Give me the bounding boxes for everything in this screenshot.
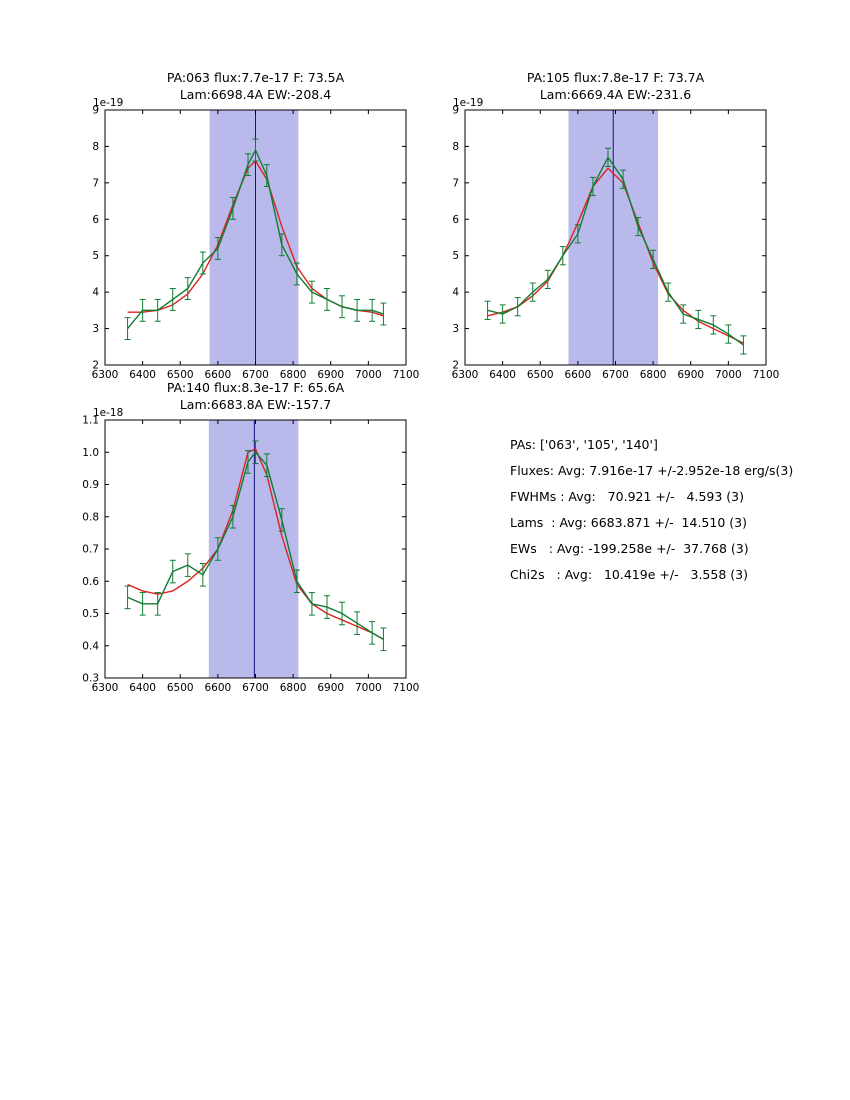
svg-text:7000: 7000 xyxy=(355,682,382,694)
stats-line-pas: PAs: ['063', '105', '140'] xyxy=(510,437,658,452)
y-axis-offset-label: 1e-19 xyxy=(93,97,123,109)
svg-text:0.6: 0.6 xyxy=(82,576,99,588)
svg-text:9: 9 xyxy=(452,105,459,117)
y-axis-offset-label: 1e-18 xyxy=(93,407,123,419)
highlight-band-group xyxy=(568,110,659,365)
svg-text:0.5: 0.5 xyxy=(82,608,99,620)
svg-text:0.9: 0.9 xyxy=(82,479,99,491)
svg-text:7100: 7100 xyxy=(393,369,420,381)
axes-group: 6300 6400 6500 6600 6700 6800 6900 7000 7100 0.3 0… xyxy=(82,407,419,694)
svg-text:5: 5 xyxy=(92,250,99,262)
svg-text:7: 7 xyxy=(452,177,459,189)
svg-text:6500: 6500 xyxy=(527,369,554,381)
svg-text:6: 6 xyxy=(452,214,459,226)
series-spectrum-data xyxy=(124,440,387,652)
svg-text:6400: 6400 xyxy=(489,369,516,381)
series-spectrum-data xyxy=(124,138,387,340)
series-spectrum-data xyxy=(484,147,747,355)
svg-text:6700: 6700 xyxy=(602,369,629,381)
svg-text:7100: 7100 xyxy=(753,369,780,381)
svg-text:4: 4 xyxy=(452,287,459,299)
svg-text:7100: 7100 xyxy=(393,682,420,694)
svg-text:6500: 6500 xyxy=(167,369,194,381)
svg-text:6700: 6700 xyxy=(242,369,269,381)
chart-canvas-pa140: 6300 6400 6500 6600 6700 6800 6900 7000 7100 0.3 0… xyxy=(82,407,419,694)
svg-text:6300: 6300 xyxy=(92,682,119,694)
svg-text:9: 9 xyxy=(92,105,99,117)
svg-text:6400: 6400 xyxy=(129,369,156,381)
y-axis-offset-label: 1e-19 xyxy=(453,97,483,109)
chart-title-line2: Lam:6669.4A EW:-231.6 xyxy=(539,87,692,102)
svg-text:6500: 6500 xyxy=(167,682,194,694)
svg-text:8: 8 xyxy=(92,141,99,153)
stats-line-lams: Lams : Avg: 6683.871 +/- 14.510 (3) xyxy=(510,515,747,530)
svg-text:6900: 6900 xyxy=(317,369,344,381)
spectrum-plot-pa063: PA:063 flux:7.7e-17 F: 73.5A Lam:6698.4A… xyxy=(60,60,422,405)
stats-line-fwhms: FWHMs : Avg: 70.921 +/- 4.593 (3) xyxy=(510,489,744,504)
chart-canvas-pa063: 6300 6400 6500 6600 6700 6800 6900 7000 7100 2 3 4 5… xyxy=(92,97,420,381)
svg-text:7000: 7000 xyxy=(355,369,382,381)
chart-canvas-pa105: 6300 6400 6500 6600 6700 6800 6900 7000 7100 2 3 4 5… xyxy=(452,97,780,381)
axes-group: 6300 6400 6500 6600 6700 6800 6900 7000 7100 2 3 4 5… xyxy=(92,97,420,381)
svg-text:1.1: 1.1 xyxy=(82,415,99,427)
svg-text:6600: 6600 xyxy=(205,682,232,694)
svg-text:0.7: 0.7 xyxy=(82,544,99,556)
series-gaussian-fit xyxy=(487,167,744,344)
svg-text:4: 4 xyxy=(92,287,99,299)
svg-text:6600: 6600 xyxy=(565,369,592,381)
svg-text:6900: 6900 xyxy=(317,682,344,694)
stats-panel: PAs: ['063', '105', '140'] Fluxes: Avg: … xyxy=(510,432,793,588)
chart-title-line1: PA:063 flux:7.7e-17 F: 73.5A xyxy=(166,70,345,85)
chart-title-line1: PA:105 flux:7.8e-17 F: 73.7A xyxy=(526,70,705,85)
svg-text:6600: 6600 xyxy=(205,369,232,381)
highlight-band-group xyxy=(208,420,299,678)
svg-text:6300: 6300 xyxy=(92,369,119,381)
svg-text:6700: 6700 xyxy=(242,682,269,694)
axes-group: 6300 6400 6500 6600 6700 6800 6900 7000 7100 2 3 4 5… xyxy=(452,97,780,381)
stats-line-fluxes: Fluxes: Avg: 7.916e-17 +/-2.952e-18 erg/… xyxy=(510,463,794,478)
svg-text:6: 6 xyxy=(92,214,99,226)
chart-title-line2: Lam:6683.8A EW:-157.7 xyxy=(179,397,332,412)
svg-text:2: 2 xyxy=(452,360,459,372)
chart-title-line2: Lam:6698.4A EW:-208.4 xyxy=(179,87,332,102)
line-region-band xyxy=(208,420,299,678)
svg-text:6900: 6900 xyxy=(677,369,704,381)
svg-text:6800: 6800 xyxy=(280,682,307,694)
svg-text:0.8: 0.8 xyxy=(82,511,99,523)
stats-line-ews: EWs : Avg: -199.258e +/- 37.768 (3) xyxy=(510,541,749,556)
svg-text:6800: 6800 xyxy=(640,369,667,381)
svg-text:6400: 6400 xyxy=(129,682,156,694)
svg-text:6800: 6800 xyxy=(280,369,307,381)
chart-title-line1: PA:140 flux:8.3e-17 F: 65.6A xyxy=(166,380,345,395)
stats-line-chi2s: Chi2s : Avg: 10.419e +/- 3.558 (3) xyxy=(510,567,748,582)
spectrum-plot-pa140: PA:140 flux:8.3e-17 F: 65.6A Lam:6683.8A… xyxy=(60,370,422,715)
svg-text:3: 3 xyxy=(92,323,99,335)
svg-text:6300: 6300 xyxy=(452,369,479,381)
svg-text:1.0: 1.0 xyxy=(82,447,99,459)
line-region-band xyxy=(209,110,299,365)
svg-text:7000: 7000 xyxy=(715,369,742,381)
svg-text:5: 5 xyxy=(452,250,459,262)
svg-text:8: 8 xyxy=(452,141,459,153)
svg-text:3: 3 xyxy=(452,323,459,335)
svg-text:0.3: 0.3 xyxy=(82,673,99,685)
svg-text:2: 2 xyxy=(92,360,99,372)
spectrum-plot-pa105: PA:105 flux:7.8e-17 F: 73.7A Lam:6669.4A… xyxy=(420,60,782,405)
svg-text:0.4: 0.4 xyxy=(82,640,99,652)
svg-text:7: 7 xyxy=(92,177,99,189)
highlight-band-group xyxy=(209,110,299,365)
